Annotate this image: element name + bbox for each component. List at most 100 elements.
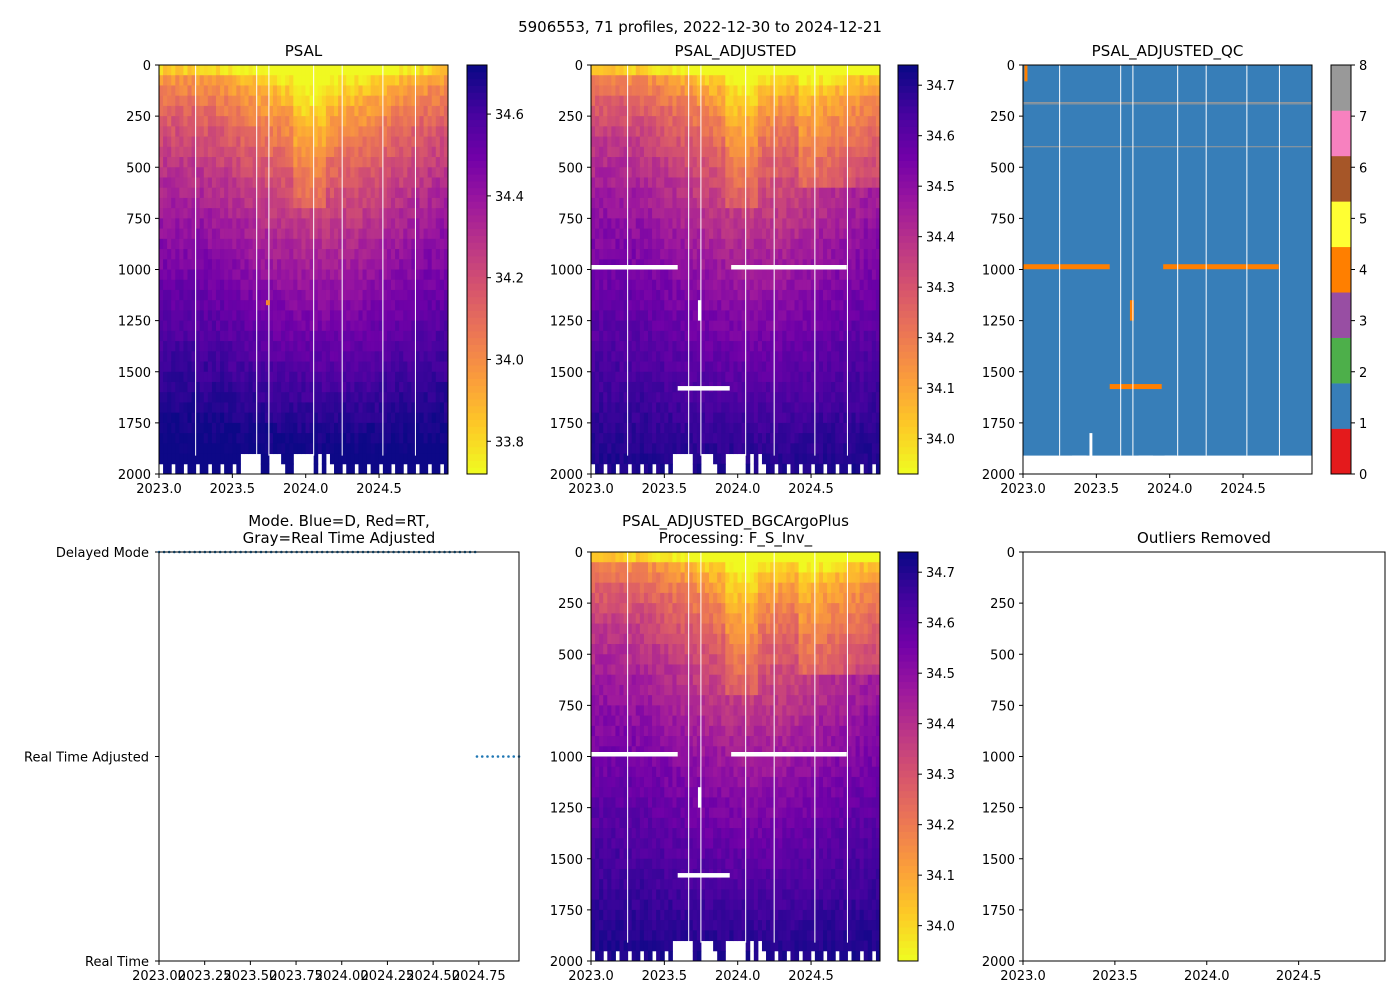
- heatmap-cell: [717, 402, 722, 414]
- heatmap-cell: [313, 330, 319, 342]
- heatmap-cell: [676, 238, 682, 250]
- heatmap-cell: [366, 228, 372, 240]
- heatmap-cell: [281, 167, 286, 178]
- heatmap-cell: [774, 75, 779, 86]
- heatmap-cell: [778, 330, 783, 342]
- heatmap-cell: [607, 218, 612, 230]
- heatmap-cell: [382, 146, 388, 158]
- heatmap-cell: [639, 228, 645, 240]
- heatmap-cell: [370, 85, 376, 97]
- heatmap-cell: [766, 361, 771, 373]
- heatmap-cell: [179, 433, 184, 444]
- heatmap-cell: [419, 320, 425, 332]
- heatmap-cell: [399, 105, 404, 117]
- heatmap-cell: [729, 279, 734, 291]
- heatmap-cell: [423, 300, 429, 311]
- heatmap-cell: [159, 95, 164, 107]
- heatmap-cell: [407, 105, 412, 117]
- heatmap-cell: [688, 187, 694, 199]
- heatmap-cell: [664, 157, 669, 168]
- heatmap-cell: [256, 85, 262, 97]
- heatmap-cell: [240, 197, 245, 209]
- heatmap-cell: [382, 197, 388, 209]
- heatmap-cell: [256, 269, 262, 281]
- heatmap-cell: [362, 320, 368, 332]
- heatmap-cell: [374, 310, 380, 322]
- heatmap-cell: [252, 351, 258, 363]
- heatmap-cell: [443, 463, 449, 475]
- heatmap-cell: [439, 146, 445, 158]
- heatmap-cell: [766, 167, 771, 178]
- heatmap-cell: [171, 208, 176, 219]
- heatmap-cell: [313, 371, 319, 383]
- heatmap-cell: [423, 392, 429, 403]
- heatmap-cell: [374, 341, 380, 352]
- heatmap-cell: [199, 402, 205, 414]
- heatmap-cell: [595, 146, 600, 158]
- heatmap-cell: [281, 126, 286, 138]
- heatmap-cell: [725, 65, 730, 76]
- heatmap-cell: [770, 197, 775, 209]
- heatmap-cell: [224, 218, 229, 230]
- heatmap-cell: [321, 208, 327, 219]
- heatmap-cell: [647, 443, 653, 455]
- heatmap-cell: [264, 422, 270, 434]
- heatmap-cell: [639, 218, 645, 230]
- heatmap-cell: [289, 116, 294, 127]
- heatmap-cell: [676, 300, 682, 311]
- heatmap-cell: [272, 279, 278, 291]
- heatmap-cell: [358, 218, 364, 230]
- heatmap-cell: [713, 95, 718, 107]
- heatmap-cell: [183, 249, 188, 260]
- heatmap-cell: [692, 392, 698, 403]
- heatmap-cell: [717, 433, 722, 444]
- heatmap-cell: [757, 330, 763, 342]
- heatmap-cell: [643, 330, 649, 342]
- heatmap-cell: [672, 208, 677, 219]
- heatmap-cell: [684, 85, 690, 97]
- heatmap-cell: [664, 453, 669, 465]
- heatmap-cell: [411, 126, 416, 138]
- heatmap-cell: [766, 238, 771, 250]
- heatmap-cell: [346, 422, 351, 434]
- heatmap-cell: [639, 197, 645, 209]
- heatmap-cell: [749, 320, 755, 332]
- heatmap-cell: [749, 433, 755, 444]
- heatmap-cell: [603, 85, 608, 97]
- heatmap-cell: [725, 310, 730, 322]
- heatmap-cell: [627, 177, 633, 189]
- heatmap-cell: [374, 105, 380, 117]
- heatmap-cell: [191, 402, 197, 414]
- heatmap-cell: [664, 259, 669, 270]
- heatmap-cell: [692, 361, 698, 373]
- heatmap-cell: [611, 310, 616, 322]
- heatmap-cell: [676, 412, 682, 424]
- heatmap-cell: [656, 105, 661, 117]
- heatmap-cell: [753, 167, 759, 178]
- heatmap-cell: [285, 392, 290, 403]
- heatmap-cell: [342, 85, 347, 97]
- heatmap-cell: [700, 433, 706, 444]
- heatmap-cell: [741, 392, 747, 403]
- heatmap-cell: [737, 95, 743, 107]
- heatmap-cell: [248, 208, 254, 219]
- heatmap-cell: [366, 433, 372, 444]
- heatmap-cell: [272, 361, 278, 373]
- heatmap-cell: [163, 238, 168, 250]
- heatmap-cell: [179, 351, 184, 363]
- heatmap-cell: [790, 269, 796, 281]
- heatmap-cell: [215, 330, 221, 342]
- heatmap-cell: [643, 453, 649, 465]
- heatmap-cell: [643, 310, 649, 322]
- heatmap-cell: [696, 351, 702, 363]
- heatmap-cell: [203, 341, 209, 352]
- heatmap-cell: [309, 259, 315, 270]
- heatmap-cell: [603, 422, 608, 434]
- heatmap-cell: [676, 310, 682, 322]
- heatmap-cell: [309, 412, 315, 424]
- heatmap-cell: [664, 208, 669, 219]
- heatmap-cell: [382, 300, 388, 311]
- heatmap-cell: [419, 463, 425, 475]
- heatmap-cell: [228, 167, 233, 178]
- heatmap-cell: [427, 177, 433, 189]
